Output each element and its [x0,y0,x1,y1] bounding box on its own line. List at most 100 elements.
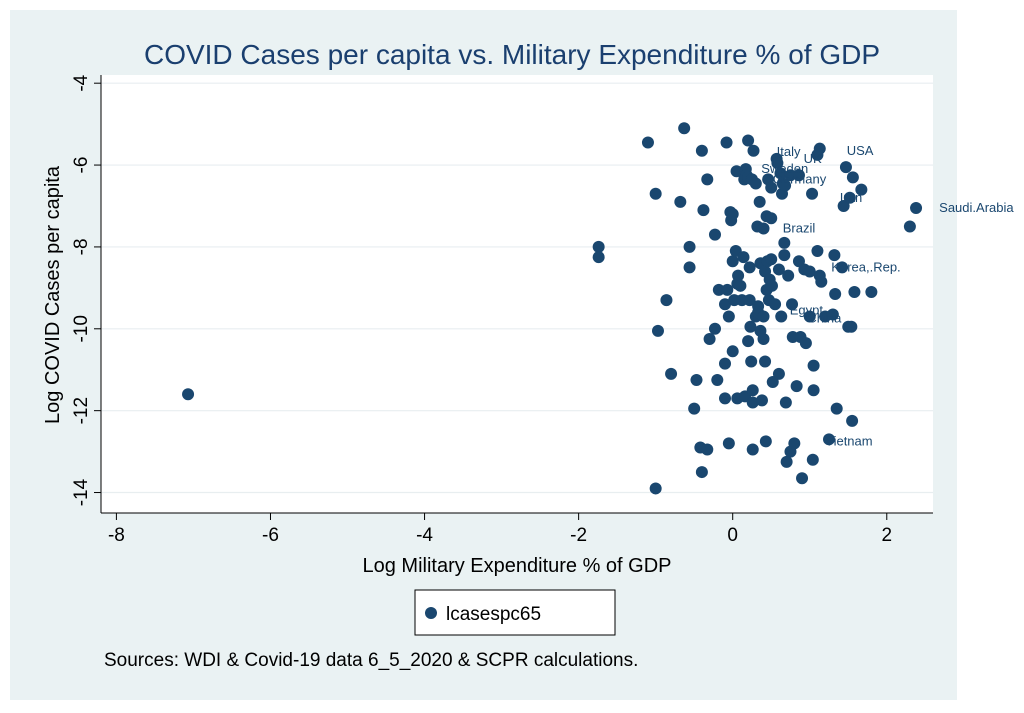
data-point [719,392,731,405]
data-point [829,288,842,300]
data-point [779,179,792,192]
data-point [701,443,714,456]
data-point [678,122,691,135]
data-point [690,373,703,386]
grid-lines [101,82,933,494]
data-point [757,222,770,235]
data-point [674,195,687,208]
data-point [695,466,708,479]
data-point [779,396,792,409]
data-point [743,294,756,307]
data-point [846,414,859,427]
x-tick-label: -8 [108,525,125,546]
point-label: USA [847,143,874,158]
data-point [722,437,735,450]
data-point [747,144,760,157]
data-point [592,240,605,253]
data-point [846,171,859,184]
data-point [765,181,778,194]
point-label: Egypt [790,302,824,317]
x-tick-label: 0 [727,525,738,546]
data-point [792,169,805,182]
data-points [182,122,923,495]
data-point [746,443,759,456]
data-point [790,380,803,393]
data-point [708,322,721,335]
data-point [843,191,856,204]
data-point [720,136,733,149]
y-tick-label: -8 [71,238,92,255]
data-point [759,435,772,448]
data-point [788,437,801,450]
data-point [774,167,787,180]
point-label: Italy [777,144,801,159]
data-point [697,204,710,217]
data-point [688,402,701,415]
data-point [721,283,734,296]
data-point [830,402,843,415]
x-tick-label: -4 [416,525,433,546]
point-label: Vietnam [825,433,872,448]
data-point [782,269,795,282]
data-point [182,388,195,401]
data-point [746,384,759,397]
data-point [753,195,766,208]
data-point [734,279,747,292]
x-axis-label: Log Military Expenditure % of GDP [362,555,671,577]
data-point [765,212,778,225]
point-label: Sweden [761,161,808,176]
data-point [719,298,731,311]
data-point [766,376,779,389]
data-point [737,251,750,264]
point-label: China [807,311,842,326]
data-point [726,208,739,221]
data-point [743,261,756,274]
data-point [786,298,799,311]
data-point [848,285,861,298]
data-point [683,240,696,253]
data-point [757,310,770,323]
data-point [772,367,785,380]
point-label: Germany [773,171,827,186]
data-point [745,355,758,368]
data-point [726,345,739,358]
point-label: UK [804,151,822,166]
data-point [665,367,678,380]
x-tick-label: -6 [262,525,279,546]
data-point [803,265,816,278]
data-point [828,249,841,262]
data-point [839,161,852,174]
legend-box [414,589,616,636]
data-point [775,310,788,323]
data-point [660,294,673,307]
data-point [701,173,714,186]
data-point [910,202,923,215]
data-point [823,433,835,446]
data-point [836,261,849,274]
data-point [722,310,735,323]
data-point [796,472,809,485]
data-point [742,134,755,147]
data-point [807,359,820,372]
axes: -4 -6 -8 -10 -12 -14 -8 -6 -4 -2 0 2 [71,74,933,546]
data-point [837,199,850,212]
data-point [708,228,721,241]
data-point [772,263,785,276]
data-point [845,320,858,333]
data-point [765,253,778,266]
data-point [746,396,759,409]
x-tick-label: 2 [881,525,892,546]
point-label: Saudi.Arabia [939,200,1014,215]
data-point [651,324,664,337]
data-point [826,308,839,321]
y-axis-label: Log COVID Cases per capita [42,165,64,424]
data-point [803,310,816,323]
chart-title: COVID Cases per capita vs. Military Expe… [144,39,880,70]
data-point [759,355,772,368]
data-point [592,251,605,264]
source-note: Sources: WDI & Covid-19 data 6_5_2020 & … [104,650,638,671]
data-point [726,255,739,268]
data-point [744,320,757,333]
data-point [730,165,743,178]
